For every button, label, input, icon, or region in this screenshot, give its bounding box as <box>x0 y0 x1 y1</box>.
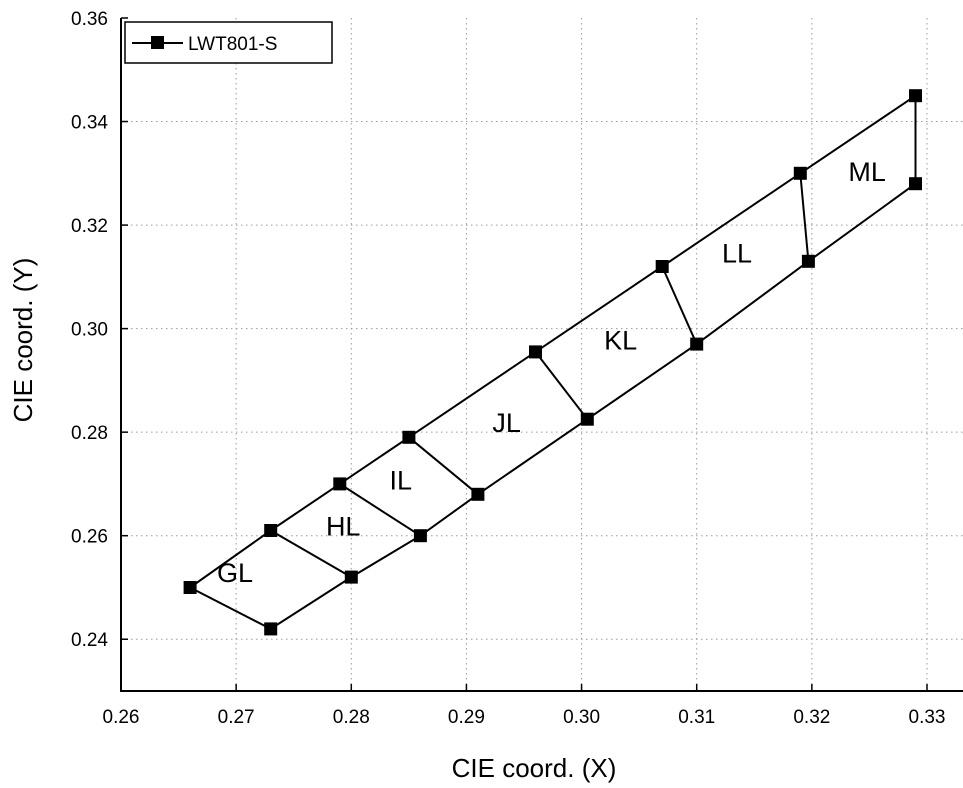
series-line-segment <box>799 173 810 262</box>
data-point <box>909 177 922 191</box>
series-line-segment <box>534 351 589 420</box>
series-line-segment <box>339 483 421 537</box>
y-tick-label: 0.28 <box>71 423 108 444</box>
data-point <box>264 524 278 537</box>
data-point <box>801 254 815 268</box>
data-point <box>264 622 278 636</box>
data-point <box>413 529 427 543</box>
x-tick-label: 0.29 <box>448 707 485 728</box>
markers <box>183 89 922 636</box>
region-label: IL <box>390 466 413 496</box>
region-label: GL <box>217 558 253 588</box>
legend: LWT801-S <box>124 21 333 64</box>
data-point <box>690 337 704 351</box>
data-point <box>655 260 669 273</box>
x-tick-label: 0.33 <box>909 707 946 728</box>
series-line-segment <box>189 94 917 589</box>
data-point <box>344 570 358 584</box>
x-axis-title: CIE coord. (X) <box>452 753 617 783</box>
data-point <box>402 430 416 444</box>
y-tick-label: 0.30 <box>71 320 108 341</box>
y-tick-label: 0.34 <box>71 113 108 134</box>
x-tick-label: 0.32 <box>793 707 830 728</box>
data-point <box>580 412 594 426</box>
data-point <box>909 89 922 103</box>
data-point <box>471 487 485 501</box>
region-label: HL <box>326 512 361 542</box>
x-tick-label: 0.31 <box>678 707 715 728</box>
region-label: JL <box>492 408 521 438</box>
y-tick-label: 0.24 <box>71 630 108 651</box>
x-tick-label: 0.30 <box>563 707 600 728</box>
region-label: KL <box>604 325 637 355</box>
series-line-segment <box>270 529 352 578</box>
data-point <box>333 477 347 491</box>
region-label: ML <box>848 157 886 187</box>
y-tick-label: 0.36 <box>71 9 108 30</box>
legend-marker <box>151 36 164 49</box>
x-tick-label: 0.28 <box>333 707 370 728</box>
data-point <box>183 581 197 594</box>
x-tick-label: 0.26 <box>103 707 140 728</box>
data-point <box>793 166 807 180</box>
data-point <box>529 345 542 359</box>
ticks: 0.26 0.27 0.28 0.29 0.30 0.31 0.32 0.33 0.24 0.26… <box>71 9 945 728</box>
region-labels: GL HL IL JL KL LL ML <box>217 157 886 588</box>
series-line-segment <box>408 436 479 496</box>
y-tick-label: 0.26 <box>71 527 108 548</box>
region-label: LL <box>722 238 752 268</box>
x-tick-label: 0.27 <box>218 707 255 728</box>
y-axis-title: CIE coord. (Y) <box>8 258 38 423</box>
axes <box>120 18 963 692</box>
legend-label: LWT801-S <box>188 34 277 55</box>
series-line-segment <box>661 266 698 345</box>
y-tick-label: 0.32 <box>71 216 108 237</box>
